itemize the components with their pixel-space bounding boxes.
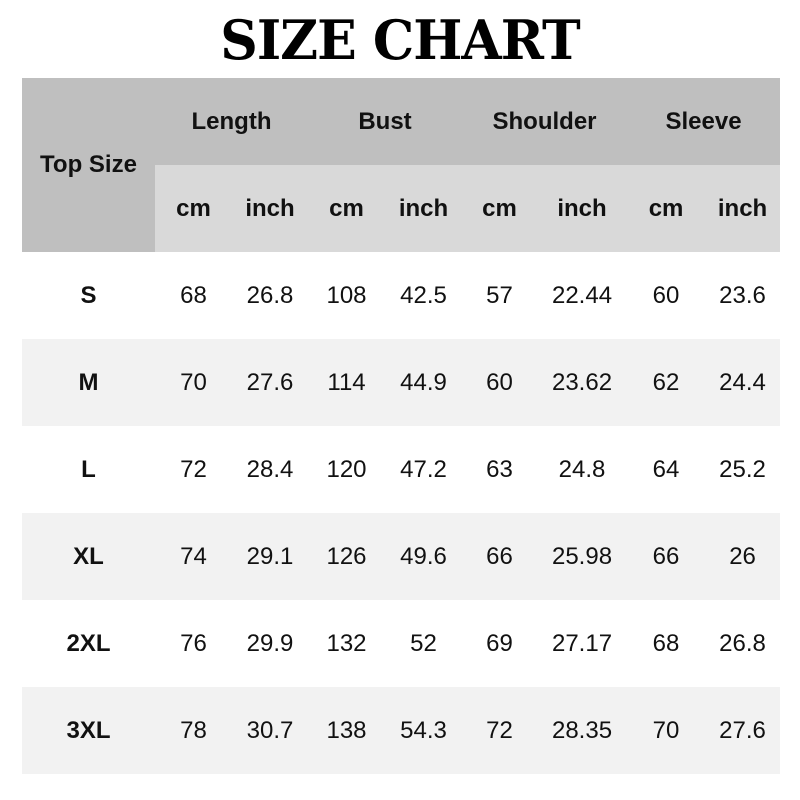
measurement-cell: 42.5 [400, 281, 447, 309]
measurement-cell: 26 [705, 513, 781, 600]
unit-header-cm: cm [308, 165, 386, 252]
measurement-cell: 26.8 [719, 629, 766, 657]
size-label: 3XL [22, 687, 155, 774]
shoulder-header: Shoulder [462, 78, 628, 165]
measurement-cell: 78 [155, 687, 232, 774]
measurement-cell: 60 [652, 281, 680, 309]
measurement-cell: 66 [462, 513, 538, 600]
measurement-cell: 24.4 [705, 339, 781, 426]
measurement-cell: 68 [652, 629, 680, 657]
bust-header: Bust [308, 78, 463, 165]
measurement-cell: 132 [326, 629, 367, 657]
length-header: Length [155, 78, 309, 165]
unit-header-inch: inch [385, 165, 463, 252]
measurement-cell: 68 [180, 281, 207, 309]
measurement-cell: 108 [326, 281, 367, 309]
size-label: M [22, 339, 155, 426]
measurement-cell: 72 [180, 455, 207, 483]
table-row: 2XL 76 29.9 132 52 69 27.17 68 26.8 [22, 600, 780, 687]
table-row: M 70 27.6 114 44.9 60 23.62 62 24.4 [22, 339, 781, 426]
table-row: S 68 26.8 108 42.5 57 22.44 60 23.6 [22, 252, 780, 339]
measurement-cell: 74 [155, 513, 232, 600]
measurement-cell: 24.8 [558, 455, 606, 483]
measurement-cell: 26.8 [246, 281, 294, 309]
measurement-cell: 44.9 [385, 339, 463, 426]
measurement-cell: 54.3 [385, 687, 463, 774]
unit-header-cm: cm [155, 165, 232, 252]
size-chart-table: Top Size Length Bust Shoulder Sleeve cm i… [22, 78, 781, 774]
unit-header-inch: inch [232, 165, 309, 252]
measurement-cell: 60 [462, 339, 538, 426]
measurement-cell: 27.17 [551, 629, 613, 657]
measurement-cell: 66 [627, 513, 706, 600]
measurement-cell: 114 [308, 339, 386, 426]
measurement-cell: 47.2 [400, 455, 447, 483]
unit-header-inch: inch [705, 165, 781, 252]
unit-header-inch: inch [537, 165, 628, 252]
measurement-cell: 52 [410, 629, 437, 657]
measurement-cell: 57 [486, 281, 513, 309]
measurement-cell: 23.6 [719, 281, 766, 309]
table-row: 3XL 78 30.7 138 54.3 72 28.35 70 27.6 [22, 687, 781, 774]
table-row: XL 74 29.1 126 49.6 66 25.98 66 26 [22, 513, 781, 600]
size-label: XL [22, 513, 155, 600]
measurement-cell: 25.98 [537, 513, 628, 600]
measurement-cell: 69 [486, 629, 513, 657]
measurement-cell: 23.62 [537, 339, 628, 426]
size-label: 2XL [66, 629, 111, 657]
measurement-cell: 49.6 [385, 513, 463, 600]
sleeve-header: Sleeve [627, 78, 781, 165]
top-size-header: Top Size [22, 78, 155, 252]
table-row: L 72 28.4 120 47.2 63 24.8 64 25.2 [22, 426, 780, 513]
measurement-cell: 22.44 [551, 281, 613, 309]
measurement-cell: 70 [627, 687, 706, 774]
measurement-cell: 28.35 [537, 687, 628, 774]
measurement-cell: 25.2 [719, 455, 766, 483]
measurement-cell: 29.1 [232, 513, 309, 600]
measurement-cell: 30.7 [232, 687, 309, 774]
measurement-cell: 76 [180, 629, 207, 657]
size-label: S [80, 281, 97, 309]
unit-header-cm: cm [462, 165, 538, 252]
measurement-cell: 126 [308, 513, 386, 600]
size-label: L [81, 455, 96, 483]
measurement-cell: 28.4 [246, 455, 294, 483]
measurement-cell: 29.9 [246, 629, 294, 657]
measurement-cell: 27.6 [232, 339, 309, 426]
measurement-cell: 27.6 [705, 687, 781, 774]
measurement-cell: 120 [326, 455, 367, 483]
unit-header-cm: cm [627, 165, 706, 252]
measurement-cell: 70 [155, 339, 232, 426]
measurement-cell: 64 [652, 455, 680, 483]
measurement-cell: 63 [486, 455, 513, 483]
page-title: SIZE CHART [220, 8, 580, 73]
measurement-cell: 72 [462, 687, 538, 774]
measurement-cell: 62 [627, 339, 706, 426]
measurement-cell: 138 [308, 687, 386, 774]
